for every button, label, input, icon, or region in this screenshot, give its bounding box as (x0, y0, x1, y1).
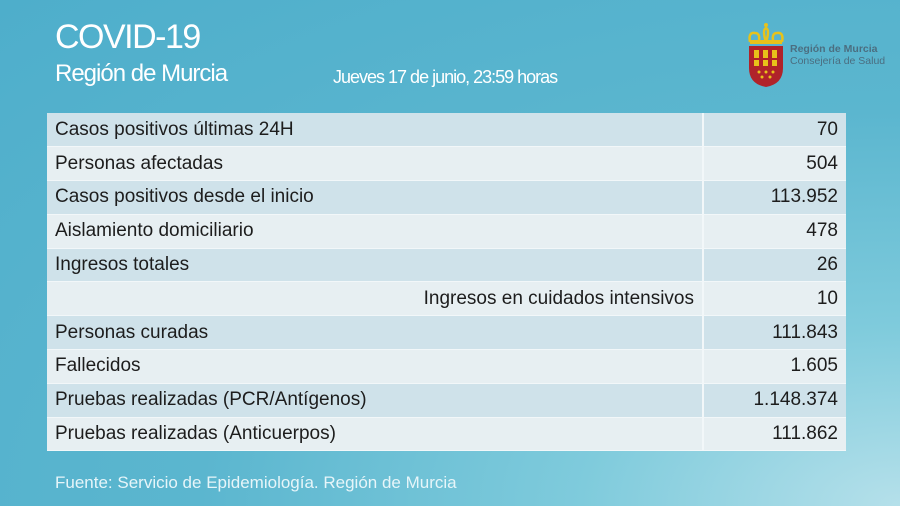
row-label: Fallecidos (47, 349, 704, 384)
table-row: Casos positivos últimas 24H 70 (47, 113, 846, 148)
table-row: Ingresos en cuidados intensivos 10 (47, 281, 846, 317)
row-value: 111.862 (703, 417, 846, 452)
row-label: Ingresos en cuidados intensivos (47, 281, 704, 317)
row-value: 111.843 (703, 315, 846, 351)
table-row: Pruebas realizadas (Anticuerpos) 111.862 (47, 417, 846, 452)
row-value: 70 (703, 113, 846, 148)
row-value: 478 (703, 214, 846, 249)
report-date: Jueves 17 de junio, 23:59 horas (333, 67, 558, 87)
row-label: Pruebas realizadas (PCR/Antígenos) (47, 383, 704, 418)
row-value: 1.148.374 (703, 383, 846, 418)
crown-icon (748, 23, 784, 44)
row-label: Casos positivos últimas 24H (47, 113, 704, 148)
row-value: 10 (703, 281, 846, 317)
row-label: Aislamiento domiciliario (47, 214, 704, 249)
logo-text: Región de Murcia Consejería de Salud (790, 43, 885, 67)
logo-region: Región de Murcia (790, 43, 878, 55)
table-row: Ingresos totales 26 (47, 248, 846, 283)
covid-stats-table: Casos positivos últimas 24H 70 Personas af… (47, 113, 846, 452)
row-value: 26 (703, 248, 846, 283)
table-row: Pruebas realizadas (PCR/Antígenos) 1.148.… (47, 383, 846, 418)
row-label: Personas curadas (47, 315, 704, 351)
row-value: 1.605 (703, 349, 846, 384)
page-title: COVID-19 (55, 18, 201, 56)
row-value: 504 (703, 146, 846, 182)
region-subtitle: Región de Murcia (55, 60, 228, 87)
row-label: Personas afectadas (47, 146, 704, 182)
source-note: Fuente: Servicio de Epidemiología. Regió… (55, 473, 457, 492)
region-coat-of-arms-logo (748, 23, 784, 87)
row-label: Casos positivos desde el inicio (47, 180, 704, 215)
table-row: Personas afectadas 504 (47, 146, 846, 182)
row-label: Ingresos totales (47, 248, 704, 283)
logo-department: Consejería de Salud (790, 55, 886, 67)
table-row: Fallecidos 1.605 (47, 349, 846, 384)
table-row: Personas curadas 111.843 (47, 315, 846, 351)
row-value: 113.952 (703, 180, 846, 215)
table-row: Aislamiento domiciliario 478 (47, 214, 846, 249)
table-row: Casos positivos desde el inicio 113.952 (47, 180, 846, 215)
row-label: Pruebas realizadas (Anticuerpos) (47, 417, 704, 452)
